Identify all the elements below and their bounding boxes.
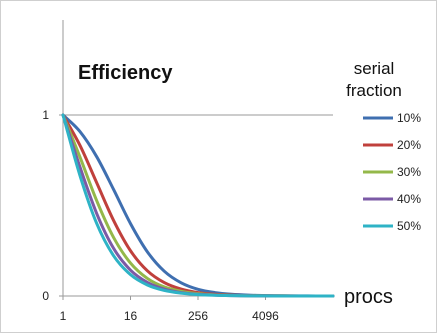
series-line-40pct	[61, 113, 335, 298]
x-tick-label-16: 16	[124, 309, 138, 323]
x-tick-label-4096: 4096	[252, 309, 279, 323]
series-line-20pct	[61, 113, 335, 298]
legend-title-line-2: fraction	[346, 81, 402, 100]
y-tick-label-1: 1	[42, 108, 49, 122]
x-tick-label-1: 1	[60, 309, 67, 323]
y-tick-label-0: 0	[42, 289, 49, 303]
axis-layer: 011 16 256 4096	[42, 20, 333, 323]
legend-title-line-1: serial	[354, 59, 395, 78]
x-tick-label-256: 256	[188, 309, 208, 323]
series-layer	[61, 113, 335, 298]
series-line-30pct	[61, 113, 335, 298]
legend-label-30pct: 30%	[397, 165, 421, 179]
legend-label-10pct: 10%	[397, 111, 421, 125]
legend: serial fraction 10% 20% 30% 40% 50%	[346, 59, 421, 233]
chart-title: Efficiency	[78, 62, 173, 84]
series-line-50pct	[61, 113, 335, 298]
series-line-10pct	[61, 113, 335, 298]
legend-label-50pct: 50%	[397, 219, 421, 233]
x-axis-label: procs	[344, 286, 393, 308]
legend-label-20pct: 20%	[397, 138, 421, 152]
legend-label-40pct: 40%	[397, 192, 421, 206]
